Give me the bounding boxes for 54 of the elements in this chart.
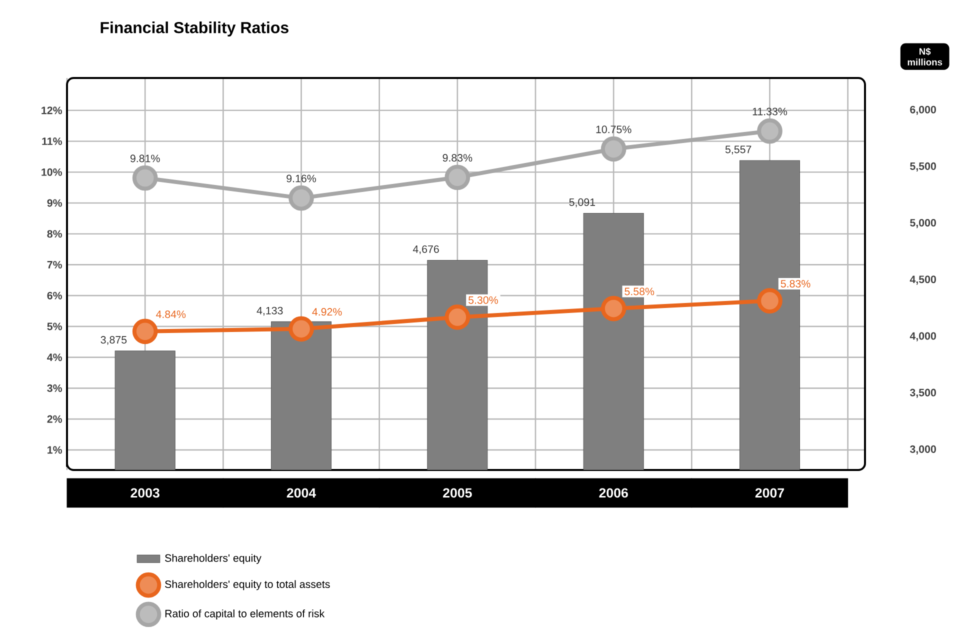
y2-tick-label: 4,500 bbox=[910, 276, 936, 285]
point bbox=[444, 164, 470, 190]
y-tick-label: 9% bbox=[47, 199, 62, 207]
x-tick-label: 2007 bbox=[755, 488, 784, 498]
y2-tick-label: 6,000 bbox=[910, 106, 936, 115]
point bbox=[444, 304, 470, 330]
legend-label: Shareholders' equity to total assets bbox=[165, 580, 330, 590]
point bbox=[757, 118, 782, 144]
data-label: 4.84% bbox=[156, 310, 186, 318]
y-tick-label: 3% bbox=[47, 384, 62, 392]
x-tick-label: 2004 bbox=[286, 488, 316, 498]
y-tick-label: 8% bbox=[47, 230, 62, 238]
data-label: 11.33% bbox=[752, 108, 788, 116]
y-tick-label: 1% bbox=[48, 446, 62, 454]
y-tick-label: 4% bbox=[47, 354, 62, 362]
point bbox=[757, 288, 782, 314]
data-label: 5.58% bbox=[624, 288, 654, 296]
y2-tick-label: 5,000 bbox=[910, 219, 936, 228]
y-tick-label: 7% bbox=[47, 260, 62, 268]
data-label: 5,091 bbox=[569, 198, 596, 208]
y2-tick-label: 5,500 bbox=[910, 162, 936, 172]
y2-tick-label: 4,000 bbox=[910, 332, 936, 342]
y-tick-label: 11% bbox=[42, 138, 62, 146]
legend-label: Ratio of capital to elements of risk bbox=[165, 610, 325, 620]
legend-label: Shareholders' equity bbox=[165, 554, 262, 564]
x-tick-label: 2003 bbox=[130, 488, 160, 498]
y-tick-label: 5% bbox=[47, 322, 62, 330]
data-label: 9.83% bbox=[442, 154, 472, 162]
data-label: 5,557 bbox=[725, 146, 752, 154]
data-label: 10.75% bbox=[596, 126, 632, 134]
point bbox=[600, 136, 626, 162]
x-tick-label: 2006 bbox=[599, 488, 628, 498]
y-tick-label: 2% bbox=[47, 415, 62, 423]
data-label: 5.30% bbox=[468, 296, 498, 304]
data-label: 4,676 bbox=[412, 245, 439, 254]
data-label: 9.16% bbox=[286, 174, 316, 182]
y2-tick-label: 3,500 bbox=[910, 388, 936, 398]
point bbox=[288, 316, 314, 342]
data-label: 9.81% bbox=[130, 154, 160, 162]
point bbox=[132, 318, 158, 344]
point bbox=[600, 296, 626, 322]
data-label: 5.83% bbox=[780, 280, 810, 288]
y-tick-label: 10% bbox=[42, 168, 62, 176]
data-label: 3,875 bbox=[100, 336, 127, 345]
point bbox=[132, 165, 158, 191]
y2-tick-label: 3,000 bbox=[910, 445, 936, 454]
chart-title: Financial Stability Ratios bbox=[100, 22, 288, 36]
point bbox=[288, 185, 314, 211]
data-label: 4.92% bbox=[312, 308, 342, 316]
x-tick-label: 2005 bbox=[443, 488, 472, 498]
y-tick-label: 12% bbox=[42, 106, 62, 114]
data-label: 4,133 bbox=[256, 306, 283, 316]
y-tick-label: 6% bbox=[47, 292, 62, 300]
y2-axis-title: N$ millions bbox=[908, 48, 942, 66]
